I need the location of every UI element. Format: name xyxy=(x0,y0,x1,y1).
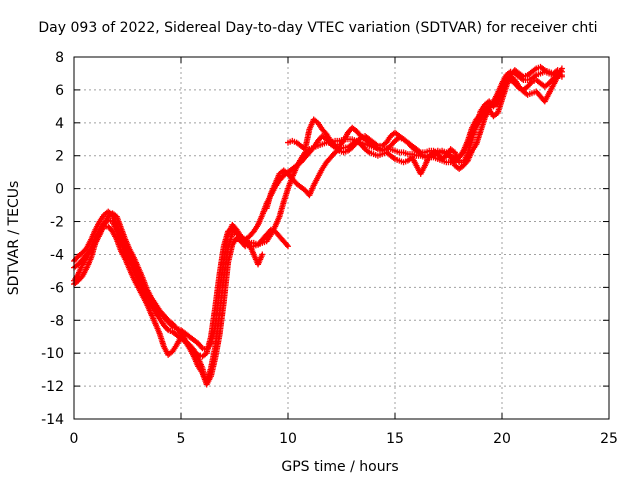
x-tick-label: 15 xyxy=(386,431,404,447)
data-point xyxy=(283,241,290,248)
chart-title: Day 093 of 2022, Sidereal Day-to-day VTE… xyxy=(38,20,597,36)
plot-frame xyxy=(73,56,610,420)
grid-lines xyxy=(74,57,609,419)
data-point xyxy=(164,325,171,332)
y-tick-label: -8 xyxy=(50,313,64,329)
data-point xyxy=(527,79,534,86)
x-tick-label: 25 xyxy=(600,431,618,447)
y-tick-label: 2 xyxy=(55,149,64,165)
data-point xyxy=(515,84,522,91)
y-tick-label: -2 xyxy=(50,215,64,231)
y-tick-label: 8 xyxy=(55,50,64,66)
data-point xyxy=(259,251,266,258)
y-tick-label: -4 xyxy=(50,247,64,263)
y-tick-label: 4 xyxy=(55,116,64,132)
data-point xyxy=(236,233,243,240)
x-tick-label: 20 xyxy=(493,431,511,447)
data-point xyxy=(285,243,291,250)
y-tick-label: -10 xyxy=(41,346,64,362)
data-point xyxy=(198,344,205,351)
x-tick-label: 5 xyxy=(177,431,186,447)
tick-labels: 0 5 10 15 20 25 -14 -12 -10 -8 -6 -4 -2 0 2 4 6 8 xyxy=(41,50,618,447)
data-points xyxy=(71,63,565,388)
y-tick-label: 0 xyxy=(55,182,64,198)
x-tick-label: 10 xyxy=(279,431,297,447)
x-axis-label: GPS time / hours xyxy=(281,459,398,475)
y-tick-label: -14 xyxy=(41,412,64,428)
y-tick-label: -12 xyxy=(41,379,64,395)
data-point xyxy=(558,73,565,80)
y-tick-label: 6 xyxy=(55,83,64,99)
axis-ticks xyxy=(73,56,610,420)
y-tick-label: -6 xyxy=(50,280,64,296)
y-axis-label: SDTVAR / TECUs xyxy=(6,181,22,296)
x-tick-label: 0 xyxy=(70,431,79,447)
